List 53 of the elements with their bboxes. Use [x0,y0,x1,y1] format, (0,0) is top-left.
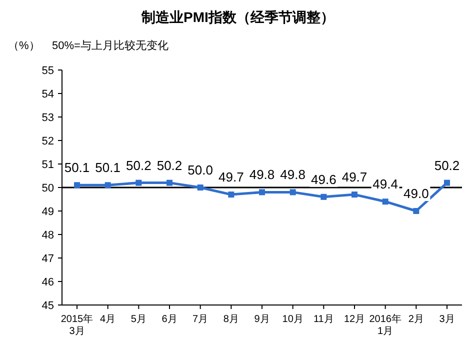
point [320,194,327,200]
x-tick-label: 2月 [408,314,424,325]
y-tick-label: 55 [42,65,54,77]
data-label: 49.7 [342,170,368,185]
y-tick-label: 48 [42,230,54,242]
data-label: 50.1 [64,160,90,176]
data-label: 49.8 [249,167,275,182]
y-axis-title: （%） [8,40,40,52]
data-label: 50.1 [95,160,120,176]
x-tick-label: 2016年 1月 [369,313,402,337]
y-tick-label: 52 [42,136,54,148]
data-label: 50.2 [434,158,460,173]
y-tick-label: 50 [42,182,54,194]
point [259,189,265,196]
point [104,182,111,188]
y-tick-label: 46 [42,276,54,288]
point [136,180,142,186]
y-tick-label: 45 [42,300,54,312]
point [197,184,204,190]
chart-title: 制造业PMI指数（经季节调整） [140,9,334,25]
y-tick-label: 47 [42,253,54,265]
point [290,189,296,196]
data-label: 49.6 [311,172,336,187]
data-label: 49.4 [372,176,398,192]
point [352,192,358,198]
x-tick-label: 4月 [100,314,116,325]
x-tick-label: 7月 [192,314,208,325]
data-label: 50.0 [188,162,213,178]
data-label: 49.7 [218,170,244,185]
y-tick-label: 54 [42,88,54,100]
data-label: 49.8 [280,167,306,182]
point [166,180,172,186]
x-tick-label: 5月 [130,314,146,325]
point [74,182,80,188]
x-tick-label: 9月 [254,314,270,325]
x-tick-label: 2015年 3月 [60,313,94,337]
x-tick-label: 10月 [282,314,304,325]
x-tick-label: 3月 [439,314,455,325]
data-label: 50.2 [156,158,182,173]
y-tick-label: 51 [42,159,54,171]
data-label: 50.2 [126,158,152,173]
x-tick-label: 11月 [313,314,334,325]
y-tick-label: 49 [42,206,54,218]
point [413,208,420,214]
point [382,198,388,205]
point [444,180,450,186]
point [228,192,234,198]
text: 50%=与上月比较无变化 [52,39,168,52]
y-tick-label: 53 [42,112,54,124]
x-tick-label: 12月 [344,314,366,325]
data-label: 49.0 [404,186,429,201]
x-tick-label: 8月 [223,314,239,325]
x-tick-label: 6月 [162,314,178,325]
